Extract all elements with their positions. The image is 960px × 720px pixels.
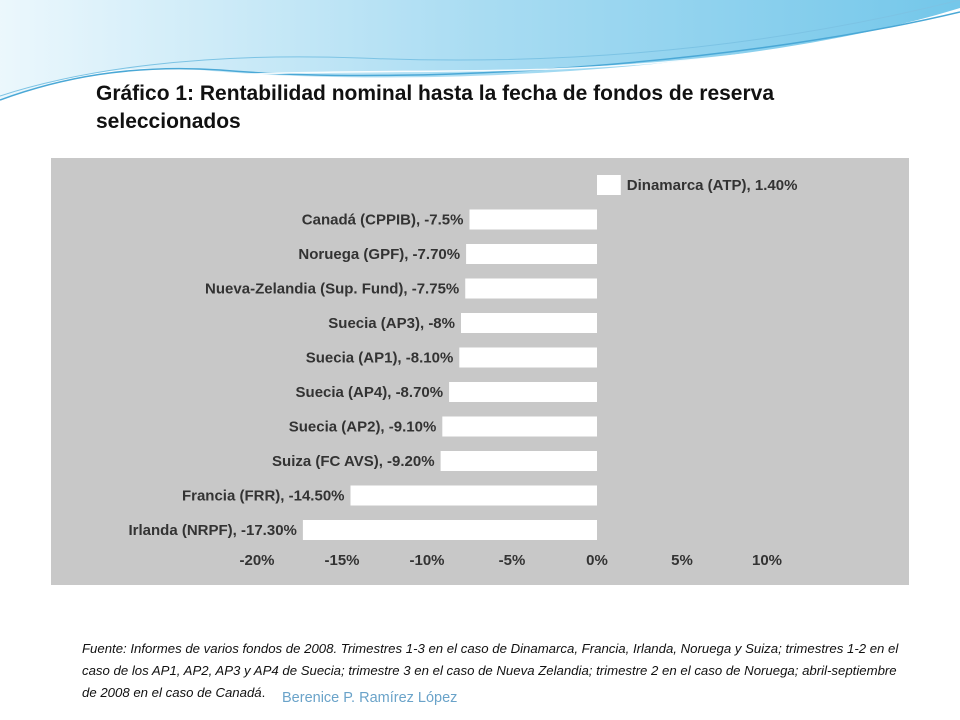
source-note-text: Fuente: Informes de varios fondos de 200… [82, 641, 899, 700]
bar [465, 278, 597, 299]
x-tick-label: -15% [324, 552, 359, 569]
footer-author: Berenice P. Ramírez López [282, 690, 458, 706]
bar [461, 313, 597, 333]
bar [459, 347, 597, 368]
bar [350, 485, 597, 506]
category-label: Suecia (AP3), -8% [328, 315, 455, 332]
chart-title: Gráfico 1: Rentabilidad nominal hasta la… [96, 82, 775, 133]
bar-chart: Dinamarca (ATP), 1.40% Canadá (CPPIB), -7… [129, 175, 798, 569]
category-label: Dinamarca (ATP), 1.40% [627, 177, 798, 194]
x-tick-label: -5% [499, 552, 526, 569]
bar [469, 209, 597, 230]
category-label: Suiza (FC AVS), -9.20% [272, 453, 435, 470]
source-note-end: . [261, 685, 266, 700]
bar [597, 175, 621, 195]
header-wave-decoration [0, 0, 960, 105]
x-tick-label: -20% [239, 552, 274, 569]
bar [449, 382, 597, 402]
x-tick-label: -10% [409, 552, 444, 569]
source-note: Fuente: Informes de varios fondos de 200… [82, 638, 912, 704]
x-tick-label: 5% [671, 552, 693, 569]
bar [440, 451, 597, 471]
category-label: Francia (FRR), -14.50% [182, 488, 345, 505]
chart-panel: Dinamarca (ATP), 1.40% Canadá (CPPIB), -7… [51, 158, 909, 585]
category-label: Canadá (CPPIB), -7.5% [302, 212, 464, 229]
category-label: Noruega (GPF), -7.70% [298, 246, 460, 263]
category-label: Nueva-Zelandia (Sup. Fund), -7.75% [205, 281, 459, 298]
category-label: Suecia (AP2), -9.10% [289, 419, 437, 436]
x-tick-label: 0% [586, 552, 608, 569]
category-label: Irlanda (NRPF), -17.30% [129, 522, 297, 539]
bar [442, 416, 597, 437]
category-label: Suecia (AP4), -8.70% [296, 384, 444, 401]
x-tick-label: 10% [752, 552, 782, 569]
category-label: Suecia (AP1), -8.10% [306, 350, 454, 367]
bar [302, 520, 597, 540]
bar [466, 244, 597, 264]
